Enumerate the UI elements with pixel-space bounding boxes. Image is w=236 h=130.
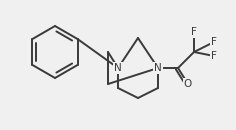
Text: N: N — [114, 63, 122, 73]
Text: O: O — [184, 79, 192, 89]
Text: F: F — [191, 27, 197, 37]
Text: F: F — [211, 51, 217, 61]
Text: F: F — [211, 37, 217, 47]
Text: N: N — [154, 63, 162, 73]
